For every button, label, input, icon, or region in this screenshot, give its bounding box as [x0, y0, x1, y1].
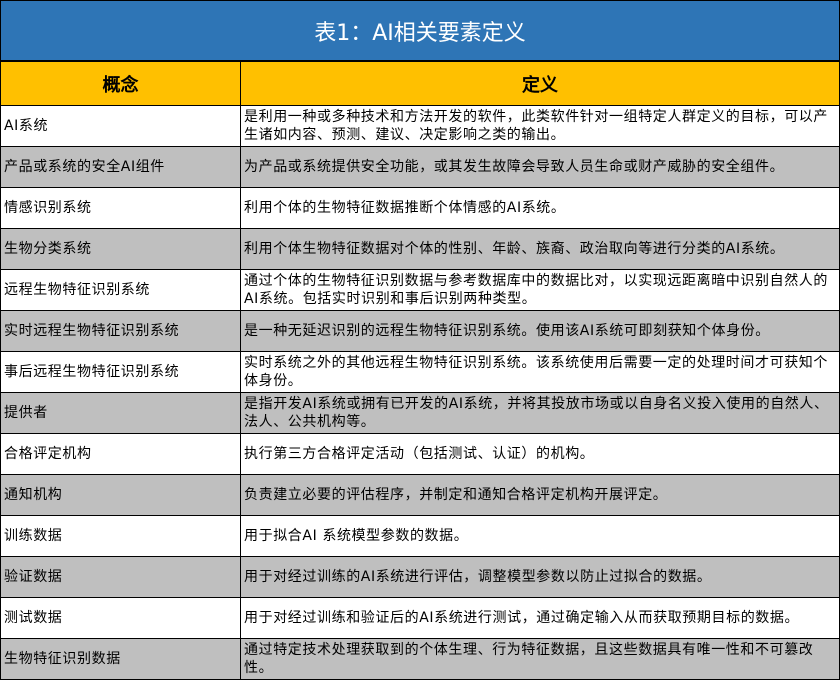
- definition-cell: 通过特定技术处理获取到的个体生理、行为特征数据，且这些数据具有唯一性和不可篡改性…: [240, 638, 840, 680]
- table-row: 验证数据 用于对经过训练的AI系统进行评估，调整模型参数以防止过拟合的数据。: [0, 556, 840, 598]
- header-definition: 定义: [240, 61, 840, 106]
- table-title: 表1：AI相关要素定义: [0, 0, 840, 61]
- definition-cell: 是一种无延迟识别的远程生物特征识别系统。使用该AI系统可即刻获知个体身份。: [240, 310, 840, 352]
- definition-cell: 实时系统之外的其他远程生物特征识别系统。该系统使用后需要一定的处理时间才可获知个…: [240, 351, 840, 393]
- concept-cell: 情感识别系统: [0, 187, 241, 229]
- table-row: 实时远程生物特征识别系统 是一种无延迟识别的远程生物特征识别系统。使用该AI系统可…: [0, 310, 840, 352]
- table-row: AI系统 是利用一种或多种技术和方法开发的软件，此类软件针对一组特定人群定义的目标…: [0, 105, 840, 147]
- header-row: 概念 定义: [0, 61, 840, 106]
- table-row: 测试数据 用于对经过训练和验证后的AI系统进行测试，通过确定输入从而获取预期目标的…: [0, 597, 840, 639]
- table-row: 生物特征识别数据 通过特定技术处理获取到的个体生理、行为特征数据，且这些数据具有唯…: [0, 638, 840, 680]
- definition-cell: 用于对经过训练和验证后的AI系统进行测试，通过确定输入从而获取预期目标的数据。: [240, 597, 840, 639]
- definition-cell: 为产品或系统提供安全功能，或其发生故障会导致人员生命或财产威胁的安全组件。: [240, 146, 840, 188]
- definition-cell: 用于对经过训练的AI系统进行评估，调整模型参数以防止过拟合的数据。: [240, 556, 840, 598]
- concept-cell: AI系统: [0, 105, 241, 147]
- concept-cell: 产品或系统的安全AI组件: [0, 146, 241, 188]
- table-row: 生物分类系统 利用个体生物特征数据对个体的性别、年龄、族裔、政治取向等进行分类的A…: [0, 228, 840, 270]
- definition-cell: 是利用一种或多种技术和方法开发的软件，此类软件针对一组特定人群定义的目标，可以产…: [240, 105, 840, 147]
- definition-cell: 用于拟合AI 系统模型参数的数据。: [240, 515, 840, 557]
- concept-cell: 生物分类系统: [0, 228, 241, 270]
- concept-cell: 生物特征识别数据: [0, 638, 241, 680]
- table-row: 事后远程生物特征识别系统 实时系统之外的其他远程生物特征识别系统。该系统使用后需要…: [0, 351, 840, 393]
- concept-cell: 实时远程生物特征识别系统: [0, 310, 241, 352]
- concept-cell: 合格评定机构: [0, 433, 241, 475]
- table-row: 训练数据 用于拟合AI 系统模型参数的数据。: [0, 515, 840, 557]
- definition-cell: 执行第三方合格评定活动（包括测试、认证）的机构。: [240, 433, 840, 475]
- table-body: AI系统 是利用一种或多种技术和方法开发的软件，此类软件针对一组特定人群定义的目标…: [0, 105, 840, 680]
- concept-cell: 测试数据: [0, 597, 241, 639]
- definition-cell: 利用个体生物特征数据对个体的性别、年龄、族裔、政治取向等进行分类的AI系统。: [240, 228, 840, 270]
- table-row: 情感识别系统 利用个体的生物特征数据推断个体情感的AI系统。: [0, 187, 840, 229]
- concept-cell: 事后远程生物特征识别系统: [0, 351, 241, 393]
- definitions-table: 概念 定义 AI系统 是利用一种或多种技术和方法开发的软件，此类软件针对一组特定人…: [0, 61, 840, 680]
- table-row: 合格评定机构 执行第三方合格评定活动（包括测试、认证）的机构。: [0, 433, 840, 475]
- concept-cell: 通知机构: [0, 474, 241, 516]
- definition-cell: 利用个体的生物特征数据推断个体情感的AI系统。: [240, 187, 840, 229]
- concept-cell: 训练数据: [0, 515, 241, 557]
- table-row: 提供者 是指开发AI系统或拥有已开发的AI系统，并将其投放市场或以自身名义投入使用…: [0, 392, 840, 434]
- header-concept: 概念: [0, 61, 241, 106]
- table-row: 远程生物特征识别系统 通过个体的生物特征识别数据与参考数据库中的数据比对，以实现远…: [0, 269, 840, 311]
- concept-cell: 远程生物特征识别系统: [0, 269, 241, 311]
- table-row: 通知机构 负责建立必要的评估程序，并制定和通知合格评定机构开展评定。: [0, 474, 840, 516]
- concept-cell: 提供者: [0, 392, 241, 434]
- concept-cell: 验证数据: [0, 556, 241, 598]
- definition-cell: 通过个体的生物特征识别数据与参考数据库中的数据比对，以实现远距离暗中识别自然人的…: [240, 269, 840, 311]
- definition-cell: 负责建立必要的评估程序，并制定和通知合格评定机构开展评定。: [240, 474, 840, 516]
- table-row: 产品或系统的安全AI组件 为产品或系统提供安全功能，或其发生故障会导致人员生命或财…: [0, 146, 840, 188]
- definition-cell: 是指开发AI系统或拥有已开发的AI系统，并将其投放市场或以自身名义投入使用的自然…: [240, 392, 840, 434]
